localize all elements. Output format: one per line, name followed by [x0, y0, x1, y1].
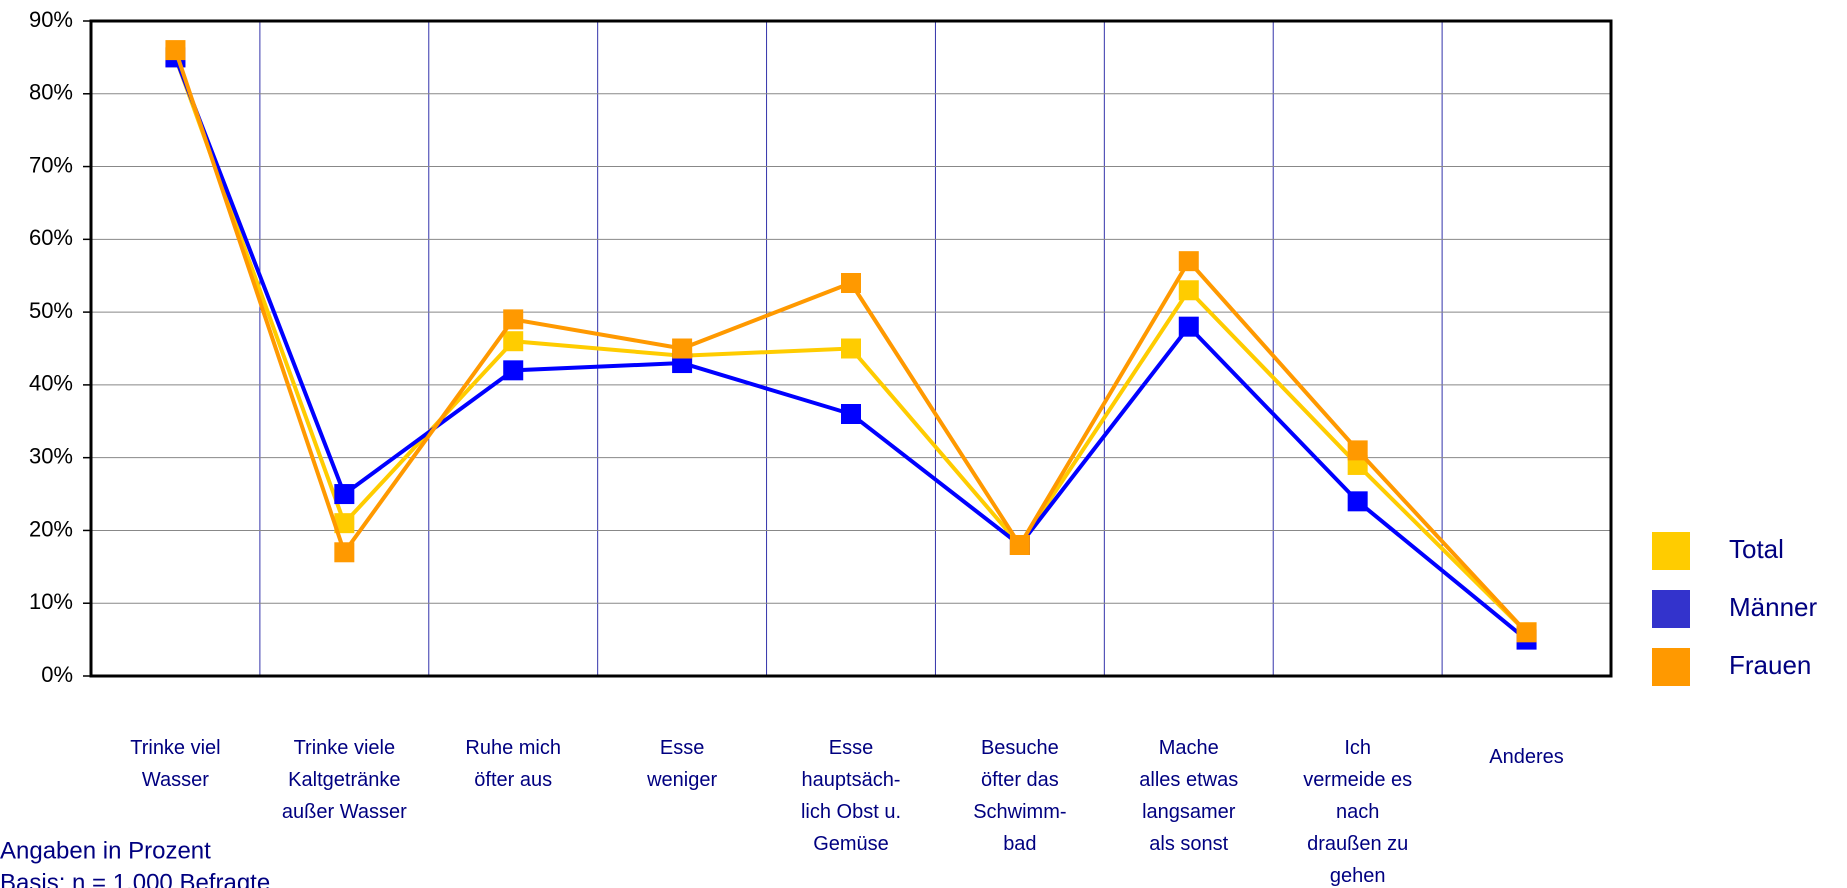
- data-point: [334, 542, 355, 563]
- data-point: [1516, 622, 1537, 643]
- y-tick-label: 50%: [29, 298, 73, 323]
- legend-swatch: [1652, 590, 1690, 628]
- legend-swatch: [1652, 532, 1690, 570]
- data-point: [1178, 251, 1199, 272]
- y-tick-label: 70%: [29, 152, 73, 177]
- x-tick-label: Besuche öfter das Schwimm-bad: [973, 737, 1066, 855]
- footnote: Angaben in Prozent: [0, 837, 211, 864]
- footnote: Basis: n = 1.000 Befragte: [0, 869, 270, 888]
- legend-label: Total: [1729, 534, 1784, 564]
- legend-swatch: [1652, 648, 1690, 686]
- plot-frame: [89, 19, 1613, 678]
- x-tick-label: Ruhe mich öfter aus: [465, 737, 561, 791]
- y-tick-label: 20%: [29, 516, 73, 541]
- data-point: [841, 404, 861, 424]
- x-tick-label: Ich vermeide es nach draußen zu gehen: [1303, 737, 1412, 887]
- data-point: [1009, 535, 1030, 555]
- x-tick-label: Esse weniger: [646, 737, 717, 791]
- x-tick-label: Mache alles etwas langsamer als sonst: [1139, 737, 1238, 855]
- y-tick-label: 30%: [29, 443, 73, 468]
- data-point: [334, 513, 355, 534]
- y-tick-label: 80%: [29, 80, 73, 105]
- data-point: [503, 331, 524, 352]
- y-tick-label: 10%: [29, 589, 73, 614]
- y-tick-label: 0%: [41, 662, 73, 687]
- x-tick-label: Esse hauptsäch-lich Obst u. Gemüse: [801, 737, 901, 855]
- data-point: [1347, 491, 1368, 512]
- data-point: [334, 484, 355, 505]
- data-point: [841, 338, 861, 359]
- data-point: [841, 273, 861, 293]
- x-tick-label: Trinke viel Wasser: [130, 737, 220, 791]
- x-tick-label: Trinke viele Kaltgetränke außer Wasser: [282, 737, 407, 823]
- y-tick-label: 90%: [29, 7, 73, 32]
- data-point: [503, 309, 524, 330]
- data-point: [503, 360, 524, 381]
- data-point: [1347, 440, 1368, 461]
- data-point: [1178, 316, 1199, 337]
- y-tick-label: 60%: [29, 225, 73, 250]
- legend-label: Männer: [1729, 592, 1817, 622]
- data-point: [1178, 280, 1199, 301]
- data-point: [672, 338, 693, 359]
- x-tick-label: Anderes: [1489, 746, 1564, 768]
- y-tick-label: 40%: [29, 371, 73, 396]
- legend-label: Frauen: [1729, 650, 1811, 680]
- data-point: [165, 40, 186, 61]
